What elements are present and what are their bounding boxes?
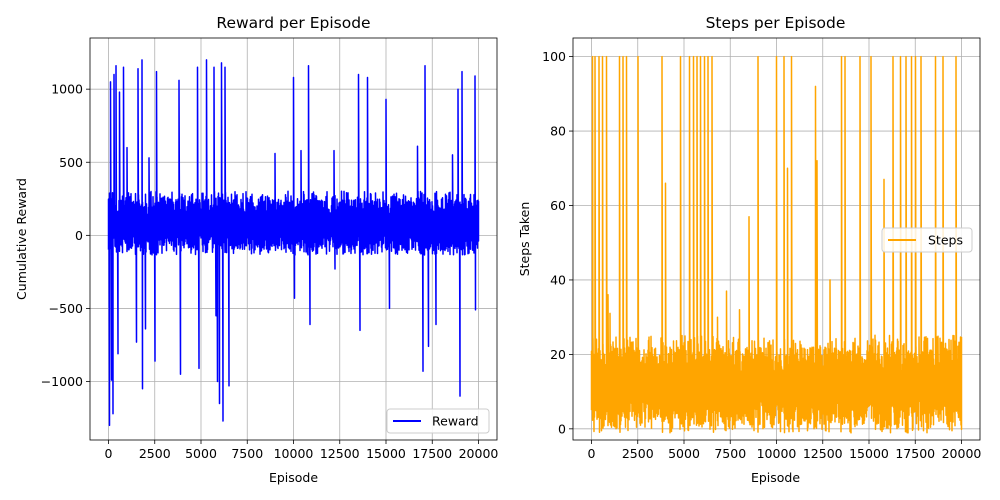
reward-series: [107, 59, 480, 427]
steps-chart: Steps per Episode 0 2500 5000 7500 10000 1250…: [517, 14, 981, 485]
steps-y-tick-label: 0: [558, 421, 566, 436]
reward-series-line: [107, 59, 480, 427]
reward-x-tick-label: 20000: [459, 446, 499, 461]
reward-x-tick-label: 17500: [412, 446, 452, 461]
steps-y-tick-label: 80: [550, 124, 566, 139]
reward-x-tick-label: 15000: [366, 446, 406, 461]
steps-x-tick-label: 17500: [895, 446, 935, 461]
reward-y-tick-label: 500: [59, 155, 83, 170]
steps-y-axis-label: Steps Taken: [517, 202, 532, 277]
steps-y-axis: 0 20 40 60 80 100: [542, 49, 573, 436]
reward-legend-box: [386, 408, 490, 434]
steps-x-tick-label: 15000: [849, 446, 889, 461]
reward-x-tick-label: 5000: [185, 446, 217, 461]
steps-y-tick-label: 20: [550, 347, 566, 362]
reward-x-axis-label: Episode: [269, 470, 318, 485]
steps-x-tick-label: 5000: [668, 446, 700, 461]
reward-y-tick-label: −1000: [41, 374, 83, 389]
reward-x-tick-label: 10000: [274, 446, 314, 461]
reward-legend-label: Reward: [432, 414, 479, 429]
reward-legend: Reward: [386, 408, 490, 434]
reward-chart: Reward per Episode 0 2500 5000 7500 10000 125…: [14, 14, 498, 485]
steps-x-axis: 0 2500 5000 7500 10000 12500 15000 17500 20000: [588, 440, 982, 461]
reward-x-tick-label: 2500: [139, 446, 171, 461]
reward-x-tick-label: 0: [105, 446, 113, 461]
steps-x-axis-label: Episode: [751, 470, 800, 485]
reward-chart-title: Reward per Episode: [216, 14, 370, 32]
steps-y-tick-label: 100: [542, 49, 566, 64]
steps-x-tick-label: 12500: [803, 446, 843, 461]
reward-y-tick-label: 1000: [51, 82, 83, 97]
steps-x-tick-label: 10000: [757, 446, 797, 461]
reward-y-axis: −1000 −500 0 500 1000: [41, 82, 90, 389]
reward-y-tick-label: 0: [75, 228, 83, 243]
steps-y-tick-label: 40: [550, 272, 566, 287]
reward-x-axis: 0 2500 5000 7500 10000 12500 15000 17500 20000: [105, 440, 499, 461]
steps-chart-title: Steps per Episode: [706, 14, 846, 32]
steps-x-tick-label: 0: [588, 446, 596, 461]
reward-y-axis-label: Cumulative Reward: [14, 178, 29, 300]
reward-x-tick-label: 7500: [231, 446, 263, 461]
reward-y-tick-label: −500: [49, 301, 83, 316]
steps-x-tick-label: 20000: [942, 446, 982, 461]
steps-series-line: [590, 55, 963, 434]
steps-x-tick-label: 2500: [622, 446, 654, 461]
reward-x-tick-label: 12500: [320, 446, 360, 461]
steps-y-tick-label: 60: [550, 198, 566, 213]
steps-series: [590, 55, 963, 434]
steps-legend: Steps: [881, 227, 973, 253]
steps-legend-box: [881, 227, 973, 253]
steps-x-tick-label: 7500: [714, 446, 746, 461]
steps-legend-label: Steps: [928, 233, 963, 248]
